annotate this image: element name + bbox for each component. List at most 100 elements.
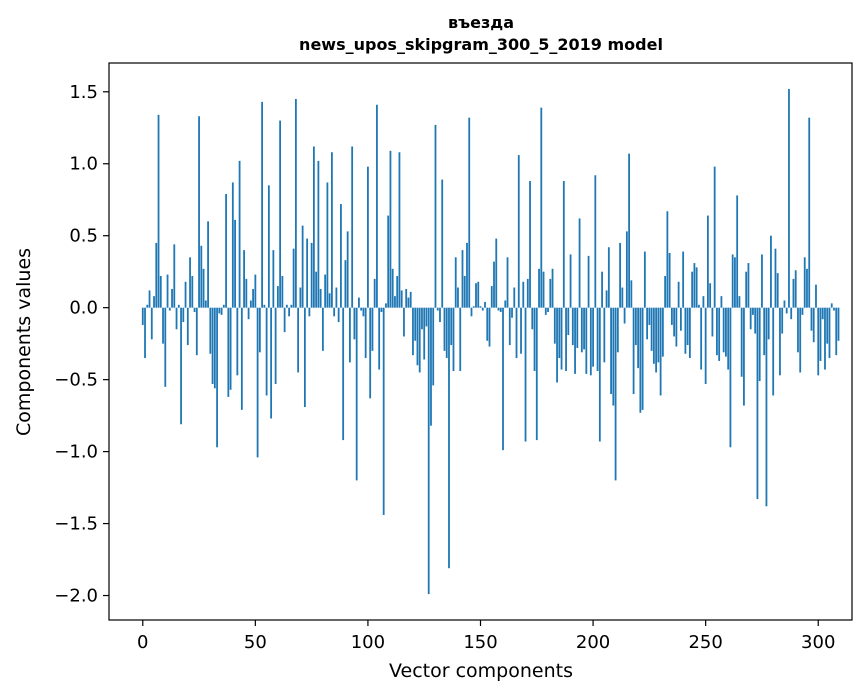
- bar: [265, 307, 268, 396]
- x-axis-label: Vector components: [389, 660, 573, 682]
- bar: [324, 274, 327, 308]
- bar: [263, 304, 266, 308]
- bar: [288, 307, 291, 317]
- bar: [661, 307, 664, 357]
- bar: [752, 307, 754, 315]
- bar: [400, 290, 403, 308]
- bar: [767, 307, 770, 340]
- y-axis-label: Components values: [13, 248, 35, 436]
- bar: [148, 290, 151, 308]
- bar: [758, 307, 761, 382]
- bar: [222, 304, 225, 308]
- bar: [774, 248, 777, 308]
- bar: [641, 307, 644, 410]
- bar: [146, 304, 149, 308]
- bar: [776, 273, 779, 308]
- bar: [290, 304, 293, 308]
- bar: [538, 268, 540, 308]
- bar: [306, 238, 309, 308]
- bar: [646, 307, 649, 340]
- bar: [695, 267, 698, 308]
- bar: [652, 307, 655, 364]
- bar: [225, 193, 227, 308]
- bar: [301, 225, 304, 308]
- bar: [171, 288, 173, 308]
- bar: [594, 175, 597, 308]
- y-tick-label: −1.5: [54, 514, 98, 535]
- bar: [427, 307, 430, 595]
- bar: [144, 307, 146, 359]
- bar: [349, 307, 351, 363]
- bar: [495, 238, 498, 308]
- bar: [452, 307, 455, 372]
- bar: [198, 116, 200, 308]
- bar: [430, 307, 432, 426]
- bar: [418, 307, 421, 373]
- bar: [783, 300, 786, 308]
- bar: [207, 221, 209, 308]
- bar: [704, 307, 707, 384]
- bar: [684, 307, 687, 354]
- bar: [294, 98, 297, 308]
- bar: [164, 307, 167, 387]
- x-tick-label: 250: [688, 632, 722, 653]
- bar: [450, 307, 453, 346]
- bar: [605, 290, 608, 308]
- bar: [367, 166, 369, 308]
- bar: [574, 307, 576, 374]
- bar: [200, 245, 203, 308]
- bar: [806, 268, 808, 308]
- bar: [191, 276, 194, 308]
- bar: [497, 307, 500, 311]
- bar: [258, 307, 261, 353]
- bar: [614, 307, 617, 481]
- bar: [457, 287, 459, 308]
- bar: [815, 284, 817, 308]
- bar: [747, 263, 750, 308]
- bar: [369, 307, 372, 399]
- bar: [560, 307, 563, 370]
- bar: [387, 215, 390, 308]
- bar: [679, 307, 682, 331]
- bar: [691, 271, 694, 308]
- bar: [175, 307, 178, 330]
- bar: [763, 307, 766, 356]
- bar: [526, 278, 529, 308]
- bar: [625, 231, 628, 308]
- bar: [249, 300, 252, 308]
- bar: [477, 281, 480, 308]
- bar: [821, 307, 824, 320]
- bar: [479, 306, 482, 308]
- bar: [556, 307, 558, 383]
- bar: [389, 150, 392, 308]
- bar: [270, 307, 273, 419]
- bar: [448, 307, 450, 569]
- bar: [454, 257, 457, 308]
- bar: [682, 251, 685, 308]
- bar: [623, 307, 626, 324]
- bar: [727, 307, 730, 370]
- bar: [828, 307, 831, 359]
- bar: [803, 257, 806, 308]
- bar: [693, 263, 696, 308]
- x-tick-label: 50: [244, 632, 267, 653]
- bar-series: [141, 88, 840, 595]
- bar: [740, 307, 743, 377]
- bar: [236, 307, 239, 376]
- bar: [441, 179, 444, 308]
- bar: [211, 307, 214, 384]
- y-tick-label: 1.0: [69, 154, 98, 175]
- bar: [553, 307, 556, 344]
- bar: [698, 304, 700, 308]
- bar: [634, 307, 637, 346]
- y-tick-label: −2.0: [54, 586, 98, 607]
- bar: [598, 307, 601, 442]
- bar: [511, 307, 513, 318]
- bar: [520, 307, 522, 354]
- bar: [252, 288, 254, 308]
- bar: [335, 287, 338, 308]
- bar: [220, 307, 223, 315]
- bar: [522, 281, 525, 308]
- bar: [711, 307, 714, 337]
- bar: [664, 276, 667, 308]
